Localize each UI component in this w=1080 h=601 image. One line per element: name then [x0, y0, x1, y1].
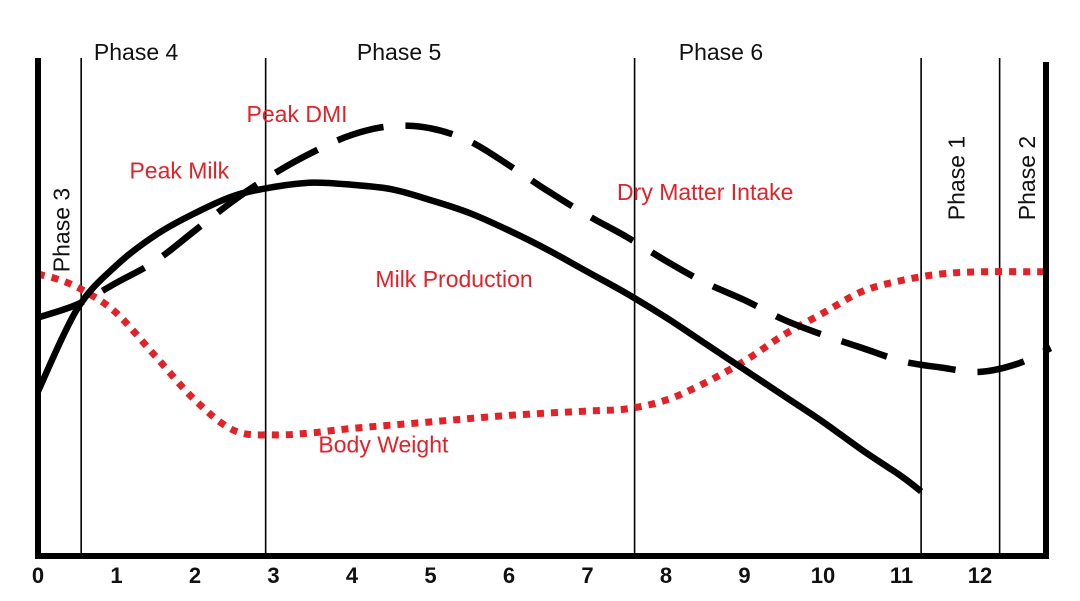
x-tick-label: 5 — [424, 563, 436, 588]
annotation-peak-milk: Peak Milk — [129, 157, 229, 183]
x-tick-label: 11 — [890, 563, 913, 588]
series-dry-matter-intake-line — [36, 122, 1053, 376]
series-body-weight-line — [37, 268, 1051, 439]
phase-label-phase-2: Phase 2 — [1014, 136, 1040, 220]
x-tick-label: 3 — [267, 563, 279, 588]
x-tick-labels: 0 1 2 3 4 5 6 7 8 9 10 11 12 — [32, 563, 992, 588]
phase-lines — [80, 58, 1001, 556]
phase-label-phase-6: Phase 6 — [679, 39, 763, 65]
phase-label-phase-3: Phase 3 — [49, 188, 75, 272]
x-tick-label: 8 — [660, 563, 672, 588]
phase-label-phase-5: Phase 5 — [357, 39, 441, 65]
x-tick-label: 6 — [503, 563, 515, 588]
series-milk-production-line — [35, 179, 924, 495]
x-tick-label: 2 — [189, 563, 201, 588]
x-tick-label: 1 — [110, 563, 122, 588]
series-layer — [35, 122, 1053, 495]
axes — [35, 58, 1049, 559]
phase-labels: Phase 3 Phase 4 Phase 5 Phase 6 Phase 1 Phase… — [49, 39, 1041, 272]
annotations: Peak DMI Peak Milk Dry Matter Intake Milk P… — [129, 101, 793, 458]
x-tick-label: 7 — [581, 563, 593, 588]
x-tick-label: 4 — [346, 563, 359, 588]
x-tick-label: 10 — [811, 563, 835, 588]
annotation-dry-matter-intake: Dry Matter Intake — [617, 179, 793, 205]
annotation-peak-dmi: Peak DMI — [247, 101, 348, 127]
x-tick-label: 12 — [968, 563, 992, 588]
phase-label-phase-1: Phase 1 — [943, 136, 969, 220]
annotation-milk-production: Milk Production — [375, 266, 532, 292]
annotation-body-weight: Body Weight — [318, 431, 449, 457]
x-tick-label: 9 — [738, 563, 750, 588]
phase-label-phase-4: Phase 4 — [94, 39, 179, 65]
x-tick-label: 0 — [32, 563, 44, 588]
